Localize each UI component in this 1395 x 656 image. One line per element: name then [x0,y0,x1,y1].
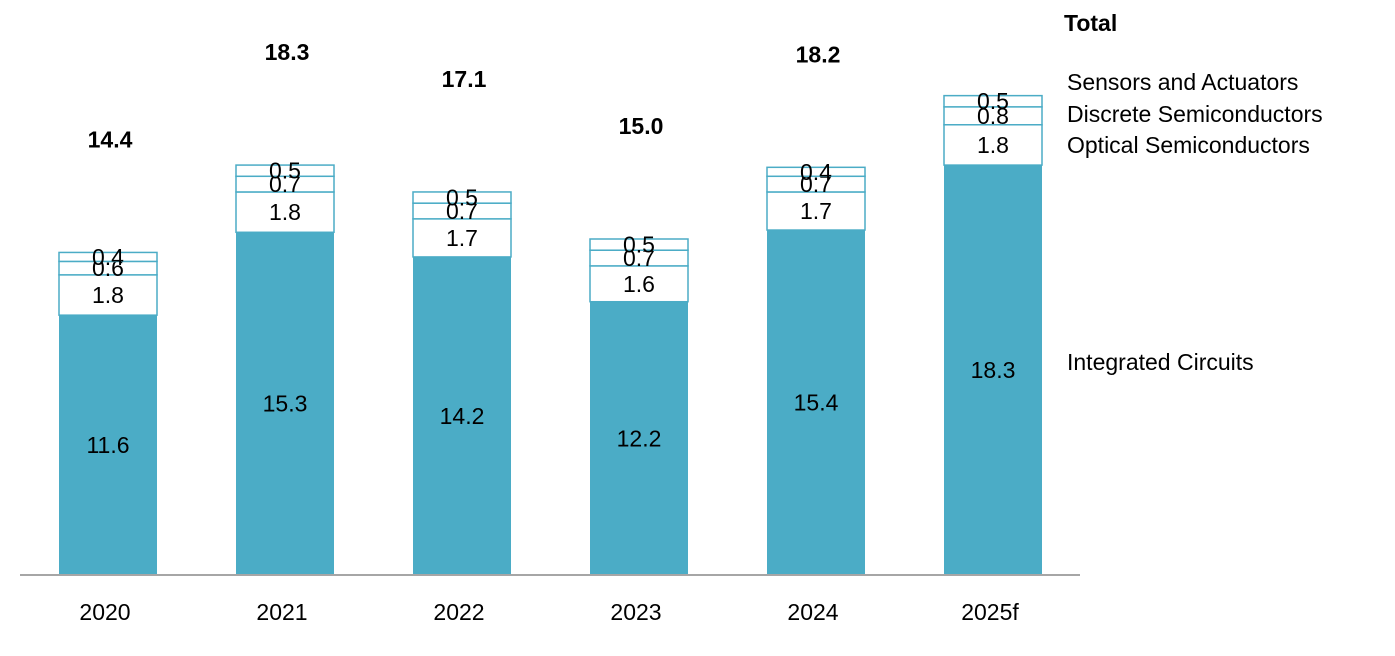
bar-segment-integrated-circuits [236,232,334,575]
legend-entry: Optical Semiconductors [1067,132,1310,158]
data-label: 0.5 [623,232,655,258]
data-label: 1.8 [269,199,301,225]
total-label: 18.2 [796,41,841,67]
total-label: 14.4 [88,126,133,152]
x-tick-label: 2024 [787,599,838,625]
bar-segment-sensors-and-actuators [589,238,689,251]
legend-entry: Discrete Semiconductors [1067,101,1323,127]
bar-segment-sensors-and-actuators [766,166,866,178]
x-tick-label: 2022 [433,599,484,625]
data-label: 1.6 [623,271,655,297]
data-label: 15.3 [263,391,308,417]
bar-segment-sensors-and-actuators [412,191,512,204]
data-label: 0.5 [977,88,1009,114]
data-label: 18.3 [971,357,1016,383]
x-tick-label: 2025f [961,599,1019,625]
bar-segment-optical-semiconductors [58,274,158,316]
data-label: 0.4 [92,244,124,270]
data-label: 15.4 [794,390,839,416]
x-tick-label: 2023 [610,599,661,625]
data-label: 14.2 [440,403,485,429]
data-label: 11.6 [86,432,129,458]
data-label: 1.8 [977,132,1009,158]
bar-segment-integrated-circuits [590,301,688,575]
legend-entry: Integrated Circuits [1067,349,1254,375]
x-tick-label: 2020 [79,599,130,625]
bar-segment-integrated-circuits [59,315,157,575]
data-label: 0.5 [269,158,301,184]
x-tick-label: 2021 [256,599,307,625]
data-label: 1.7 [800,198,832,224]
total-label: 15.0 [619,113,664,139]
data-label: 12.2 [617,425,662,451]
legend-total: Total [1064,10,1117,36]
bar-segment-sensors-and-actuators [235,164,335,178]
total-label: 18.3 [265,39,310,65]
bar-segment-sensors-and-actuators [943,94,1043,108]
bar-segment-optical-semiconductors [589,265,689,303]
data-label: 0.4 [800,159,832,185]
bar-segment-sensors-and-actuators [58,251,158,263]
data-label: 1.8 [92,282,124,308]
data-label: 0.5 [446,185,478,211]
bar-segment-integrated-circuits [767,230,865,576]
legend-entry: Sensors and Actuators [1067,69,1298,95]
total-label: 17.1 [442,66,487,92]
bar-segment-optical-semiconductors [766,191,866,231]
data-label: 1.7 [446,225,478,251]
bar-segment-integrated-circuits [413,256,511,575]
bar-segment-optical-semiconductors [943,124,1043,166]
bar-segment-integrated-circuits [944,165,1042,575]
bar-segment-optical-semiconductors [412,218,512,258]
